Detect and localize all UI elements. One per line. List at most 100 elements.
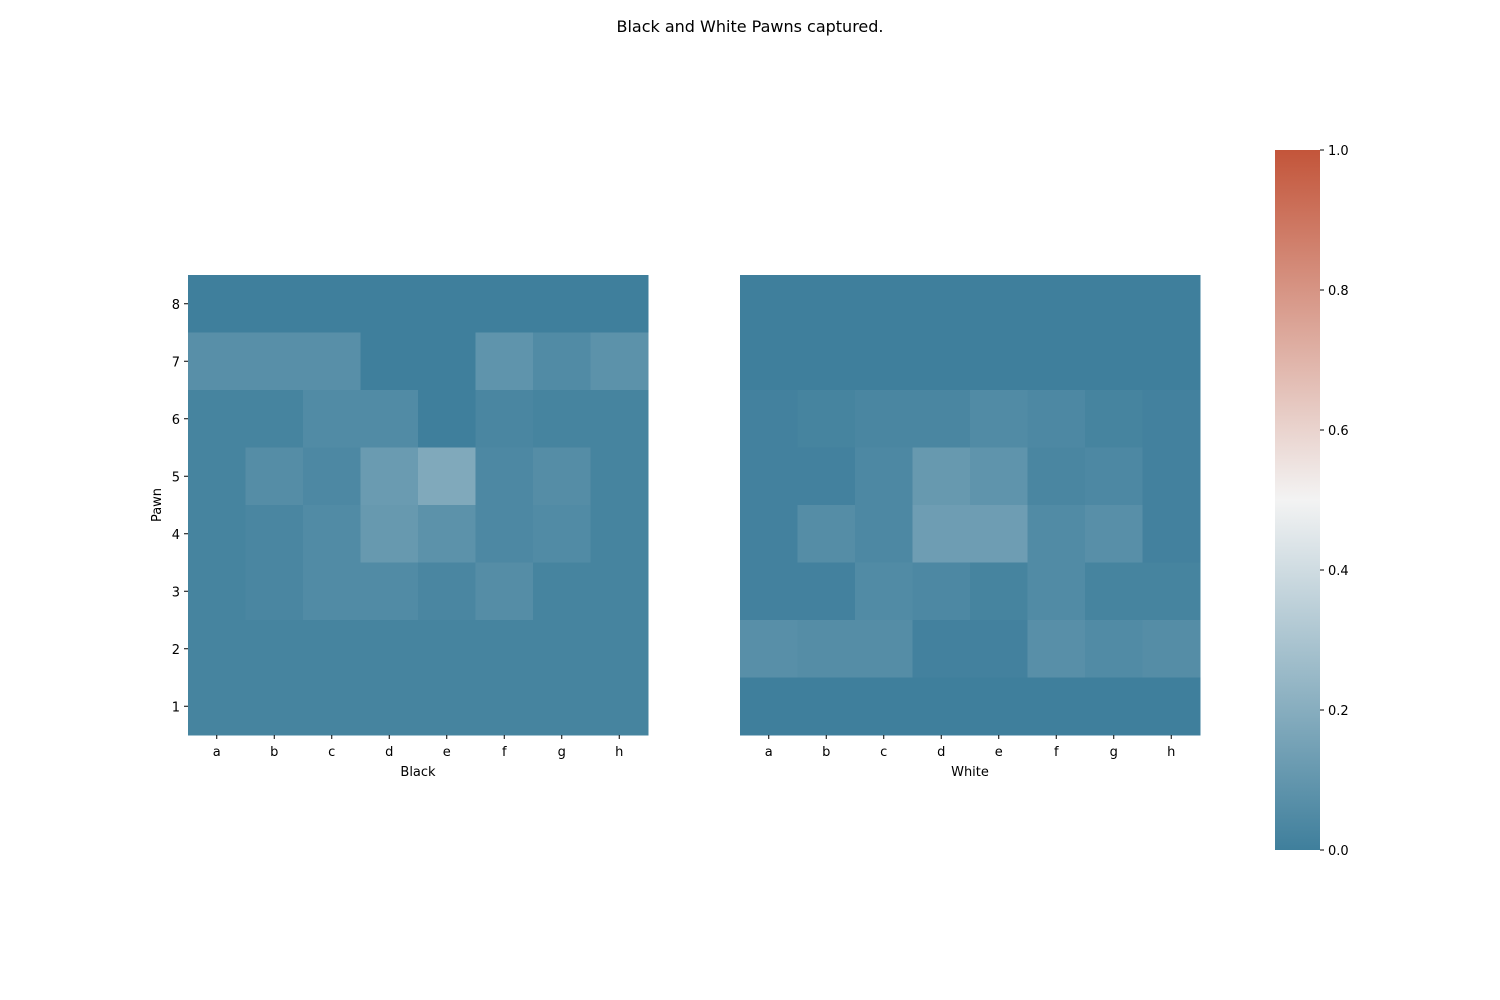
heatmap-cell-c7 [303,332,361,391]
heatmap-cell-e8 [970,275,1028,333]
heatmap-cell-d3 [360,562,419,621]
heatmap-cell-c8 [303,275,361,333]
heatmap-cell-g5 [1085,447,1143,506]
heatmap-cell-b3 [797,562,856,621]
x-tick-label: h [615,745,623,760]
x-tick-label: g [1110,745,1118,760]
heatmap-cell-a6 [188,390,246,448]
heatmap-cell-c3 [303,562,361,621]
heatmap-cell-c5 [855,447,913,506]
heatmap-cell-a7 [740,332,798,391]
heatmap-cell-e3 [418,562,476,621]
heatmap-cell-b3 [245,562,304,621]
y-tick-label: 7 [172,355,180,370]
heatmap-cell-e4 [970,505,1028,563]
heatmap-cell-g8 [533,275,591,333]
heatmap-cell-h7 [1142,332,1201,391]
colorbar-tick-label: 0.0 [1328,844,1349,859]
x-tick-label: d [385,745,393,760]
heatmap-cell-a3 [740,562,798,621]
heatmap-cell-c2 [855,620,913,678]
heatmap-cell-b6 [797,390,856,448]
heatmap-cell-h5 [590,447,649,506]
heatmap-cell-h7 [590,332,649,391]
heatmap-cell-f7 [1027,332,1086,391]
heatmap-cell-e1 [970,677,1028,736]
heatmap-cell-c6 [303,390,361,448]
heatmap-cell-d1 [360,677,419,736]
heatmap-cell-g7 [1085,332,1143,391]
heatmap-cell-d1 [912,677,971,736]
heatmap-cell-d6 [360,390,419,448]
heatmap-cell-h6 [590,390,649,448]
heatmap-cell-f6 [475,390,534,448]
heatmap-cell-h5 [1142,447,1201,506]
heatmap-cell-f8 [1027,275,1086,333]
heatmap-cell-b8 [245,275,304,333]
heatmap-cell-a3 [188,562,246,621]
heatmap-cell-a1 [188,677,246,736]
heatmap-cell-d7 [360,332,419,391]
heatmap-cell-f2 [475,620,534,678]
heatmap-cell-e7 [970,332,1028,391]
heatmap-cell-g8 [1085,275,1143,333]
heatmap-cell-h1 [1142,677,1201,736]
heatmap-cell-c4 [303,505,361,563]
heatmap-cell-c6 [855,390,913,448]
heatmap-cell-b5 [245,447,304,506]
heatmap-cell-g1 [533,677,591,736]
heatmap-cell-d3 [912,562,971,621]
heatmap-cell-d8 [912,275,971,333]
heatmap-cell-a7 [188,332,246,391]
heatmap-cell-d8 [360,275,419,333]
heatmap-cell-b8 [797,275,856,333]
heatmap-cell-f5 [475,447,534,506]
heatmap-cell-h2 [1142,620,1201,678]
colorbar-tick-label: 0.4 [1328,564,1349,579]
heatmap-cell-b4 [797,505,856,563]
heatmap-cell-g6 [1085,390,1143,448]
heatmap-cell-a6 [740,390,798,448]
x-tick-label: e [995,745,1003,760]
heatmap-cell-g2 [1085,620,1143,678]
heatmap-cell-d4 [360,505,419,563]
x-tick-label: b [822,745,830,760]
heatmap-cell-e6 [418,390,476,448]
heatmap-cell-g2 [533,620,591,678]
heatmap-cell-f4 [475,505,534,563]
heatmap-cell-h6 [1142,390,1201,448]
heatmap-cell-h3 [1142,562,1201,621]
heatmap-cell-f5 [1027,447,1086,506]
heatmap-cell-g3 [1085,562,1143,621]
colorbar-tick-label: 0.2 [1328,704,1349,719]
x-tick-label: f [1054,745,1059,760]
x-tick-label: b [270,745,278,760]
heatmap-cell-g3 [533,562,591,621]
heatmap-cell-f1 [1027,677,1086,736]
colorbar-tick-label: 0.8 [1328,284,1349,299]
heatmap-cell-h3 [590,562,649,621]
heatmap-cell-c1 [855,677,913,736]
x-tick-label: g [558,745,566,760]
y-tick-label: 6 [172,413,180,428]
x-tick-label: h [1167,745,1175,760]
heatmap-cell-b7 [245,332,304,391]
heatmap-cell-d5 [912,447,971,506]
heatmap-cell-c1 [303,677,361,736]
heatmap-cell-d7 [912,332,971,391]
heatmap-cell-f1 [475,677,534,736]
heatmap-cell-e1 [418,677,476,736]
y-tick-label: 3 [172,585,180,600]
heatmap-cell-e5 [970,447,1028,506]
y-axis-label-group: Pawn [150,488,165,522]
x-tick-label: d [937,745,945,760]
heatmap-cell-h4 [590,505,649,563]
heatmap-cell-b2 [797,620,856,678]
heatmap-cell-e2 [418,620,476,678]
heatmap-cell-g5 [533,447,591,506]
heatmap-cell-h4 [1142,505,1201,563]
heatmap-cell-b6 [245,390,304,448]
x-tick-label: c [328,745,335,760]
x-axis-label: Black [400,765,436,780]
chart-title: Black and White Pawns captured. [616,17,884,36]
